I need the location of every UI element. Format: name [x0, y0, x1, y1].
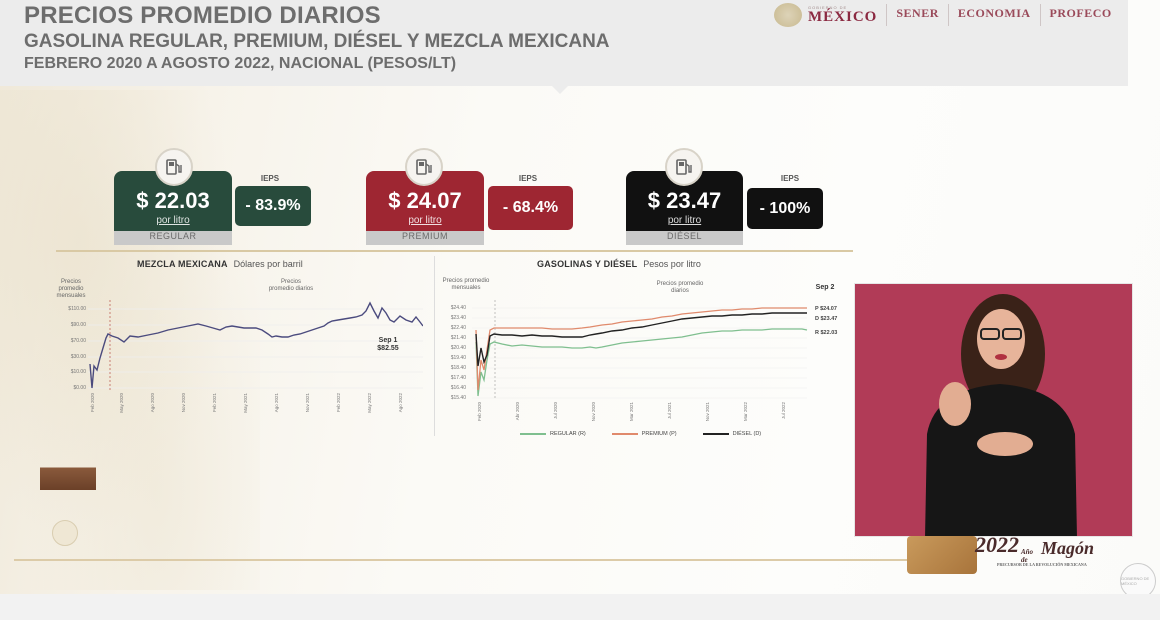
legend-item-regular: REGULAR (R) — [520, 431, 586, 437]
magon-portrait — [907, 536, 977, 574]
page-period: FEBRERO 2020 A AGOSTO 2022, NACIONAL (PE… — [24, 55, 457, 72]
government-seal-icon: GOBIERNO DE MÉXICO — [1120, 563, 1156, 599]
logo-mexico: GOBIERNO DE MÉXICO — [808, 4, 878, 25]
logo-sener: SENER — [896, 5, 939, 20]
end-label-diesel: D $23.47 — [815, 316, 838, 322]
sign-language-interpreter-video — [854, 283, 1133, 537]
logo-divider — [947, 4, 949, 26]
chart-title-mezcla: MEZCLA MEXICANA Dólares por barril — [137, 259, 303, 269]
annotation-gasolinas-date: Sep 2 — [815, 284, 835, 291]
end-label-premium: P $24.07 — [815, 306, 837, 312]
price-unit: por litro — [156, 215, 190, 226]
header-notch — [552, 86, 568, 94]
interpreter-figure — [925, 294, 1077, 536]
cards-divider — [56, 250, 853, 252]
crowd-illustration — [40, 458, 96, 490]
fuel-type-label: DIÉSEL — [626, 231, 743, 245]
note-monthly: Precios promedio mensuales — [56, 279, 86, 300]
chart-legend: REGULAR (R) PREMIUM (P) DIÉSEL (D) — [520, 431, 761, 437]
price-value: $ 22.03 — [136, 188, 210, 213]
legend-item-diesel: DIÉSEL (D) — [702, 431, 761, 437]
ieps-value: - 68.4% — [488, 186, 573, 230]
bottom-strip — [0, 594, 1160, 620]
ieps-value: - 83.9% — [235, 186, 311, 226]
ieps-value: - 100% — [747, 188, 823, 229]
fuel-pump-icon — [405, 148, 443, 186]
price-unit: por litro — [667, 215, 702, 226]
logo-profeco: PROFECO — [1049, 5, 1112, 20]
page-subtitle: GASOLINA REGULAR, PREMIUM, DIÉSEL Y MEZC… — [24, 31, 610, 52]
fuel-type-label: PREMIUM — [366, 231, 484, 245]
chart-title-gasolinas: GASOLINAS Y DIÉSEL Pesos por litro — [537, 259, 701, 269]
mexico-seal-icon — [774, 3, 802, 27]
chart-gasolinas-plot — [472, 300, 808, 400]
fuel-pump-icon — [155, 148, 193, 186]
x-axis-gasolinas: Feb 2020 Abr 2020 Jul 2020 Nov 2020 Mar … — [477, 402, 786, 422]
logo-economia: ECONOMIA — [957, 5, 1031, 20]
fuel-pump-icon — [665, 148, 703, 186]
charts-divider — [434, 256, 435, 436]
price-unit: por litro — [408, 215, 442, 226]
ieps-label: IEPS — [260, 174, 280, 183]
note-monthly: Precios promedio mensuales — [442, 278, 490, 292]
ieps-label: IEPS — [780, 174, 800, 183]
government-logos: GOBIERNO DE MÉXICO SENER ECONOMIA PROFEC… — [774, 0, 1112, 30]
logo-divider — [1039, 4, 1041, 26]
page-title: PRECIOS PROMEDIO DIARIOS — [24, 2, 381, 29]
logo-divider — [886, 4, 888, 26]
header-band — [0, 0, 1128, 86]
x-axis-mezcla: Feb 2020 May 2020 Ago 2020 Nov 2020 Feb … — [90, 393, 403, 413]
footer-divider — [14, 559, 914, 561]
fuel-type-label: REGULAR — [114, 231, 232, 245]
price-value: $ 23.47 — [647, 188, 722, 213]
legend-item-premium: PREMIUM (P) — [611, 431, 677, 437]
end-label-regular: R $22.03 — [815, 330, 838, 336]
annotation-mezcla: Sep 1 $82.55 — [377, 337, 399, 353]
price-box: $ 22.03 por litro — [114, 171, 232, 231]
note-daily: Precios promedio diarios — [656, 281, 704, 295]
price-value: $ 24.07 — [388, 188, 462, 213]
ieps-label: IEPS — [518, 174, 538, 183]
seal-icon — [52, 520, 78, 546]
note-daily: Precios promedio diarios — [268, 279, 314, 293]
chart-mezcla-plot — [88, 300, 423, 390]
